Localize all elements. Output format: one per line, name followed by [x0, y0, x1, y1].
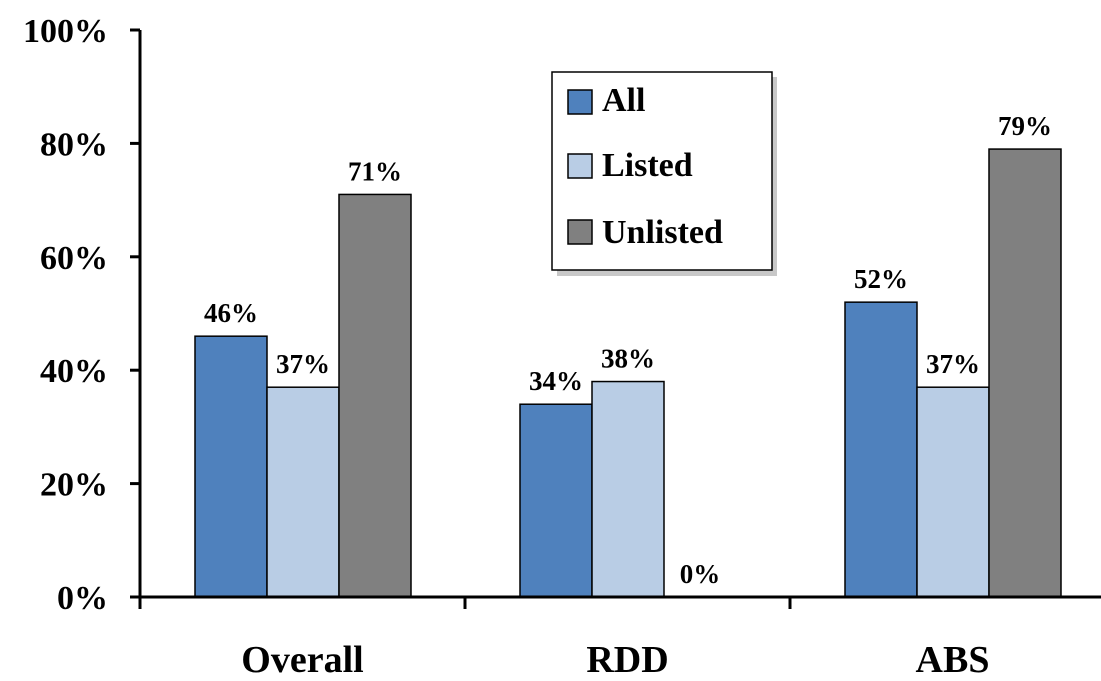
y-tick-label: 100%	[23, 13, 108, 50]
data-label-unlisted: 71%	[348, 156, 402, 186]
data-label-all: 34%	[529, 366, 583, 396]
legend: All Listed Unlisted	[551, 71, 777, 276]
data-label-listed: 38%	[601, 344, 655, 374]
legend-label-unlisted: Unlisted	[602, 214, 723, 251]
data-labels: 46% 34% 52% 37% 38% 37% 71% 0% 79%	[204, 111, 1052, 589]
bar-listed	[266, 386, 340, 598]
bar-all	[194, 335, 268, 598]
bar-unlisted	[988, 148, 1062, 598]
data-label-listed: 37%	[276, 349, 330, 379]
bar-all	[519, 403, 593, 598]
x-axis: Overall RDD ABS	[138, 595, 1101, 681]
bar-unlisted	[338, 193, 412, 598]
legend-swatch-listed	[567, 153, 593, 179]
legend-swatch-all	[567, 89, 593, 115]
y-tick-label: 80%	[40, 126, 108, 163]
legend-swatch-unlisted	[567, 219, 593, 245]
bars	[194, 148, 1062, 598]
y-tick-label: 40%	[40, 353, 108, 390]
x-category-label: Overall	[241, 639, 363, 681]
data-label-listed: 37%	[926, 349, 980, 379]
x-category-label: ABS	[916, 639, 990, 681]
data-label-all: 52%	[854, 264, 908, 294]
legend-label-listed: Listed	[602, 147, 693, 184]
bar-all	[844, 301, 918, 598]
data-label-all: 46%	[204, 298, 258, 328]
legend-label-all: All	[602, 82, 645, 119]
bar-listed	[916, 386, 990, 598]
y-axis: 0% 20% 40% 60% 80% 100%	[23, 13, 142, 617]
bar-listed	[591, 380, 665, 598]
y-tick-label: 0%	[57, 580, 108, 617]
y-tick-label: 60%	[40, 240, 108, 277]
y-tick-label: 20%	[40, 467, 108, 504]
data-label-unlisted: 79%	[998, 111, 1052, 141]
x-category-label: RDD	[586, 639, 668, 681]
data-label-unlisted: 0%	[680, 559, 721, 589]
